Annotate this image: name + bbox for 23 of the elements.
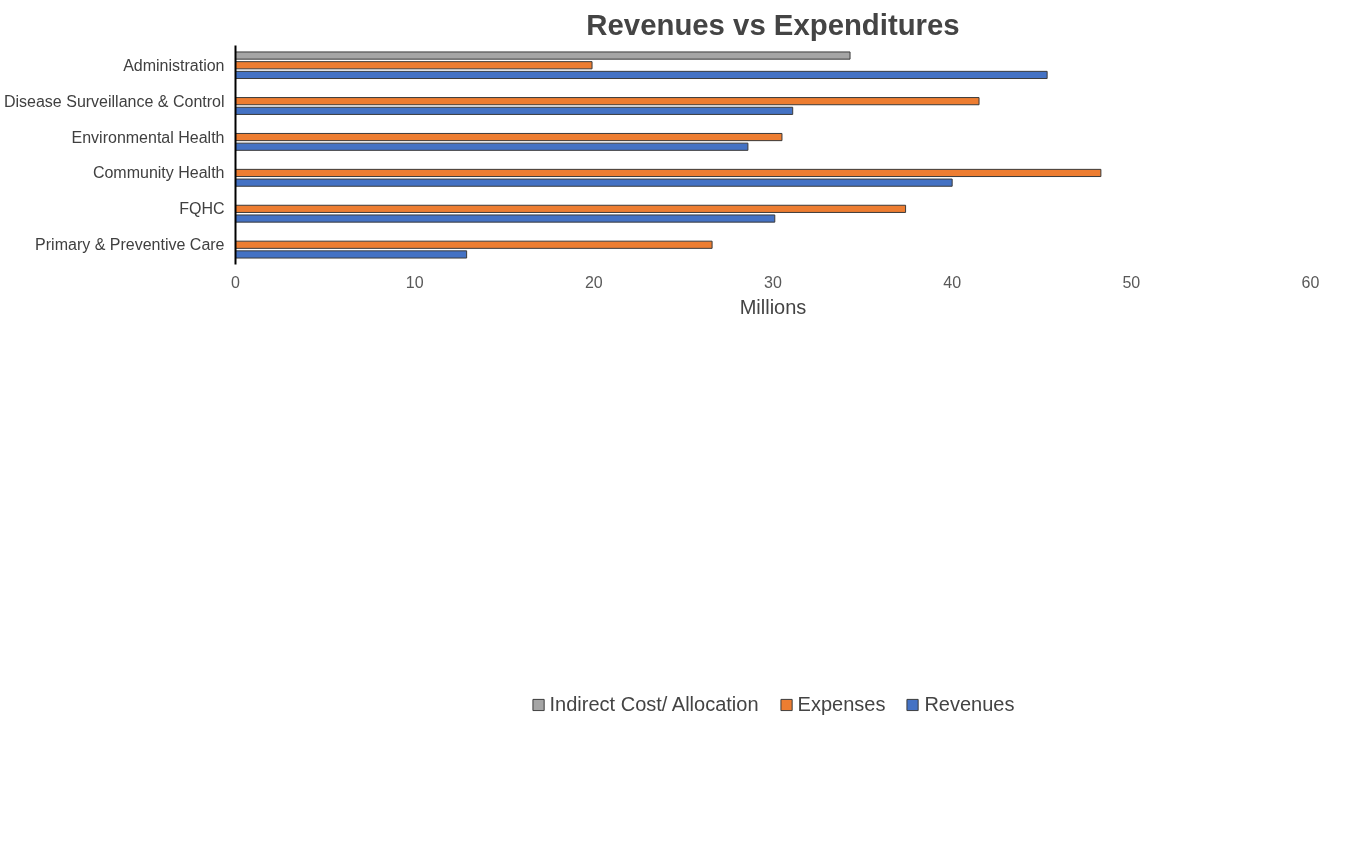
legend-label: Revenues	[924, 692, 1015, 716]
legend-label: Indirect Cost/ Allocation	[549, 692, 759, 716]
x-tick-label: 50	[1122, 273, 1141, 291]
y-tick-label: FQHC	[179, 200, 225, 218]
x-tick-label: 40	[943, 273, 962, 291]
bar	[235, 97, 980, 106]
legend-label: Expenses	[797, 692, 886, 716]
x-tick-label: 60	[1301, 273, 1320, 291]
x-axis-title: Millions	[739, 295, 807, 318]
x-tick-label: 0	[231, 273, 241, 291]
bar	[235, 70, 1048, 80]
bar	[235, 142, 749, 151]
bar	[235, 106, 794, 115]
chart-title: Revenues vs Expenditures	[586, 7, 960, 41]
y-tick-label: Disease Surveillance & Control	[3, 92, 225, 110]
y-tick-label: Community Health	[92, 164, 225, 182]
bar	[235, 132, 783, 142]
y-tick-label: Environmental Health	[71, 128, 225, 146]
y-tick-label: Primary & Preventive Care	[35, 236, 225, 254]
y-tick-label: Administration	[123, 56, 225, 74]
x-tick-label: 30	[764, 273, 782, 291]
x-tick-label: 10	[405, 273, 424, 291]
x-tick-label: 20	[584, 273, 603, 291]
